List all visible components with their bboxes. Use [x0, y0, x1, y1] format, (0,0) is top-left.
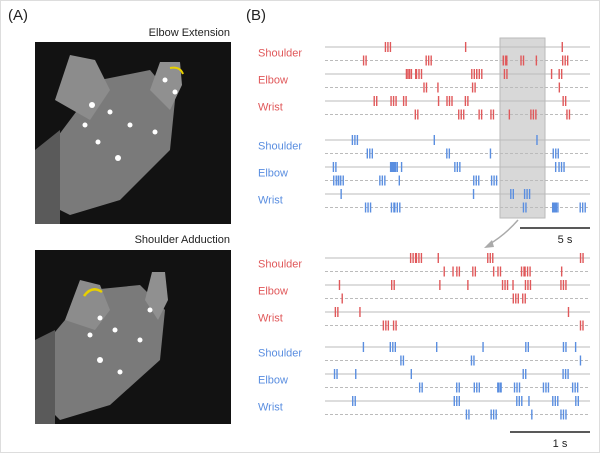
- image-title: Shoulder Adduction: [135, 234, 230, 246]
- row-label: Shoulder: [258, 48, 302, 60]
- row-label: Elbow: [258, 75, 288, 87]
- row-label: Wrist: [258, 402, 283, 414]
- row-label: Wrist: [258, 313, 283, 325]
- photo: [35, 250, 231, 424]
- zoom-window: [499, 37, 546, 219]
- scale-label: 1 s: [553, 438, 568, 450]
- image-title: Elbow Extension: [149, 27, 230, 39]
- panel-label: (A): [8, 7, 28, 24]
- scale-label: 5 s: [558, 234, 573, 246]
- row-label: Shoulder: [258, 141, 302, 153]
- row-label: Wrist: [258, 195, 283, 207]
- arrow-head: [484, 240, 494, 248]
- photo: [35, 42, 231, 224]
- panel-label: (B): [246, 7, 266, 24]
- row-label: Elbow: [258, 375, 288, 387]
- row-label: Wrist: [258, 102, 283, 114]
- row-label: Shoulder: [258, 348, 302, 360]
- row-label: Elbow: [258, 168, 288, 180]
- row-label: Elbow: [258, 286, 288, 298]
- row-label: Shoulder: [258, 259, 302, 271]
